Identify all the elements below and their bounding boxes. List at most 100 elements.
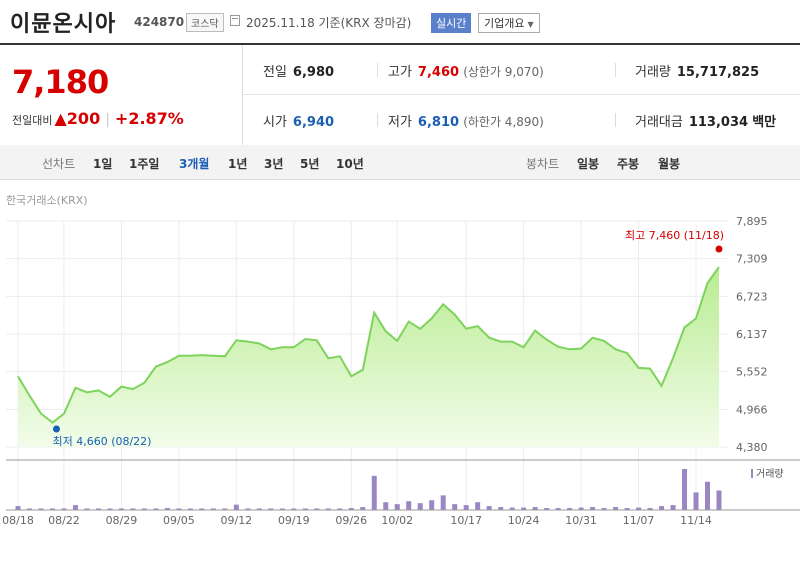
price-area xyxy=(18,267,719,447)
divider xyxy=(615,113,616,127)
divider xyxy=(377,63,378,77)
volume-bar xyxy=(647,508,653,510)
y-tick-label: 4,380 xyxy=(736,441,768,454)
candle-weekly[interactable]: 주봉 xyxy=(617,157,640,171)
volume-bar xyxy=(153,508,159,510)
up-arrow-icon: ▲ xyxy=(54,109,67,128)
volume-bar xyxy=(394,504,400,510)
market-badge: 코스닥 xyxy=(186,13,224,32)
volume-bar xyxy=(279,508,285,510)
y-tick-label: 5,552 xyxy=(736,366,768,379)
volume-bar xyxy=(15,506,21,510)
volume-bar xyxy=(659,506,665,510)
volume-bar xyxy=(463,505,469,510)
chart-toolbar: 선차트 1일 1주일 3개월 1년 3년 5년 10년 봉차트 일봉 주봉 월봉 xyxy=(0,145,800,180)
x-tick-label: 08/18 xyxy=(2,514,34,527)
volume-label: 거래량 xyxy=(635,65,671,80)
volume-bar xyxy=(38,508,44,510)
y-tick-label: 4,966 xyxy=(736,403,768,416)
realtime-button[interactable]: 실시간 xyxy=(431,13,472,33)
stock-header: 이뮨온시아 424870 코스닥 2025.11.18 기준(KRX 장마감) … xyxy=(0,0,800,42)
x-tick-label: 10/24 xyxy=(508,514,540,527)
period-5y[interactable]: 5년 xyxy=(300,157,320,171)
volume-bar xyxy=(84,508,90,510)
volume-legend-label: 거래량 xyxy=(756,468,784,480)
upper-limit: (상한가 9,070) xyxy=(463,65,544,79)
price-block: 7,180 전일대비 ▲200 | +2.87% xyxy=(0,45,243,145)
volume-bar xyxy=(256,508,262,510)
volume-bar xyxy=(498,507,504,510)
volume-bar xyxy=(670,505,676,510)
volume-bar xyxy=(164,508,170,510)
x-tick-label: 08/29 xyxy=(106,514,138,527)
trade-amount: 거래대금 113,034 백만 xyxy=(635,111,776,130)
volume-bar xyxy=(26,508,32,510)
volume-bar xyxy=(590,507,596,510)
volume-bar xyxy=(348,508,354,510)
high-label: 고가 xyxy=(388,65,412,80)
company-overview-button[interactable]: 기업개요 ▼ xyxy=(478,13,540,33)
open-price: 시가 6,940 xyxy=(263,111,334,130)
chevron-down-icon: ▼ xyxy=(527,20,534,29)
volume-bar xyxy=(521,507,527,510)
volume-bar xyxy=(61,508,67,510)
amount-unit: 백만 xyxy=(752,115,777,130)
lower-limit: (하한가 4,890) xyxy=(463,115,544,129)
volume-bar xyxy=(302,508,308,510)
x-tick-label: 11/14 xyxy=(680,514,712,527)
y-tick-label: 7,309 xyxy=(736,253,768,266)
volume-bar xyxy=(199,508,205,510)
price-change: 전일대비 ▲200 | +2.87% xyxy=(12,109,184,128)
period-1y[interactable]: 1년 xyxy=(228,157,248,171)
stock-name: 이뮨온시아 xyxy=(10,12,117,37)
period-3y[interactable]: 3년 xyxy=(264,157,284,171)
volume-bar xyxy=(509,507,515,510)
volume-bar xyxy=(210,508,216,510)
volume-bar xyxy=(429,500,435,510)
volume-bar xyxy=(555,508,561,510)
period-1d[interactable]: 1일 xyxy=(93,157,113,171)
max-annotation: 최고 7,460 (11/18) xyxy=(625,229,724,242)
candle-monthly[interactable]: 월봉 xyxy=(658,157,681,171)
volume-bar xyxy=(705,481,711,510)
period-3m[interactable]: 3개월 xyxy=(179,157,210,171)
volume-bar xyxy=(544,508,550,510)
volume-bar xyxy=(567,508,573,510)
x-tick-label: 10/02 xyxy=(381,514,413,527)
candle-daily[interactable]: 일봉 xyxy=(577,157,600,171)
prev-label: 전일 xyxy=(263,65,287,80)
x-tick-label: 09/05 xyxy=(163,514,195,527)
volume-bar xyxy=(693,492,699,510)
amount-label: 거래대금 xyxy=(635,115,683,130)
volume-bar xyxy=(360,507,366,510)
x-tick-label: 09/26 xyxy=(335,514,367,527)
volume: 거래량 15,717,825 xyxy=(635,61,759,80)
period-10y[interactable]: 10년 xyxy=(336,157,364,171)
open-label: 시가 xyxy=(263,115,287,130)
calendar-icon xyxy=(230,15,240,26)
low-label: 저가 xyxy=(388,115,412,130)
volume-bar xyxy=(187,508,193,510)
y-tick-label: 6,137 xyxy=(736,328,768,341)
volume-bar xyxy=(624,508,630,510)
x-tick-label: 11/07 xyxy=(623,514,655,527)
volume-bar xyxy=(268,508,274,510)
low-value: 6,810 xyxy=(417,115,460,130)
divider: | xyxy=(105,112,110,128)
current-price: 7,180 xyxy=(12,63,109,101)
x-tick-label: 08/22 xyxy=(48,514,80,527)
volume-bar xyxy=(371,475,377,510)
quote-row-1: 전일 6,980 고가 7,460 (상한가 9,070) 거래량 15,717,82… xyxy=(243,45,800,95)
x-tick-label: 09/19 xyxy=(278,514,310,527)
y-tick-label: 6,723 xyxy=(736,290,768,303)
volume-bar xyxy=(383,502,389,510)
volume-bar xyxy=(130,508,136,510)
period-1w[interactable]: 1주일 xyxy=(129,157,160,171)
min-point xyxy=(52,425,60,433)
max-point xyxy=(715,245,723,253)
volume-bar xyxy=(578,507,584,510)
volume-bar xyxy=(682,469,688,510)
as-of-date: 2025.11.18 기준(KRX 장마감) xyxy=(246,16,412,30)
volume-legend-swatch xyxy=(751,469,753,478)
volume-bar xyxy=(486,506,492,510)
